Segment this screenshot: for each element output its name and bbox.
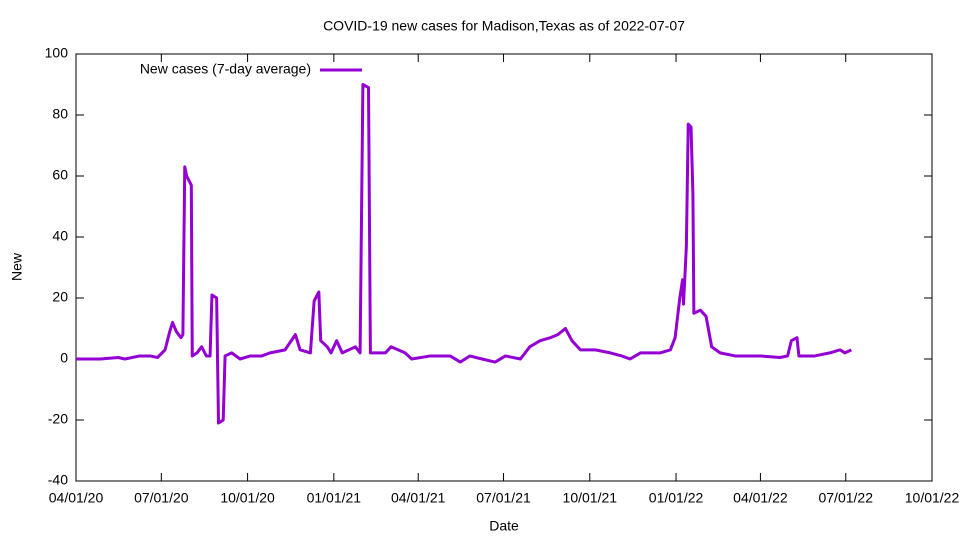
y-tick-label: -40 <box>48 472 68 488</box>
x-tick-label: 07/01/20 <box>134 490 189 506</box>
x-tick-label: 01/01/22 <box>649 490 704 506</box>
chart-title: COVID-19 new cases for Madison,Texas as … <box>323 18 685 34</box>
x-tick-label: 04/01/22 <box>733 490 788 506</box>
x-tick-label: 10/01/22 <box>905 490 960 506</box>
x-tick-label: 04/01/20 <box>49 490 104 506</box>
x-tick-label: 01/01/21 <box>307 490 362 506</box>
x-tick-label: 10/01/21 <box>563 490 618 506</box>
y-tick-label: 20 <box>52 289 68 305</box>
x-tick-label: 07/01/21 <box>476 490 531 506</box>
plot-frame <box>75 53 933 482</box>
y-tick-label: -20 <box>48 411 68 427</box>
y-tick-label: 60 <box>52 167 68 183</box>
y-tick-label: 80 <box>52 106 68 122</box>
y-tick-label: 0 <box>60 350 68 366</box>
series-line <box>76 83 853 425</box>
x-tick-label: 10/01/20 <box>220 490 275 506</box>
x-axis-label: Date <box>489 518 519 534</box>
y-tick-label: 100 <box>45 45 69 61</box>
x-tick-label: 07/01/22 <box>818 490 873 506</box>
legend-label: New cases (7-day average) <box>140 61 311 77</box>
y-tick-label: 40 <box>52 228 68 244</box>
y-axis-label: New <box>9 252 25 281</box>
x-tick-label: 04/01/21 <box>391 490 446 506</box>
